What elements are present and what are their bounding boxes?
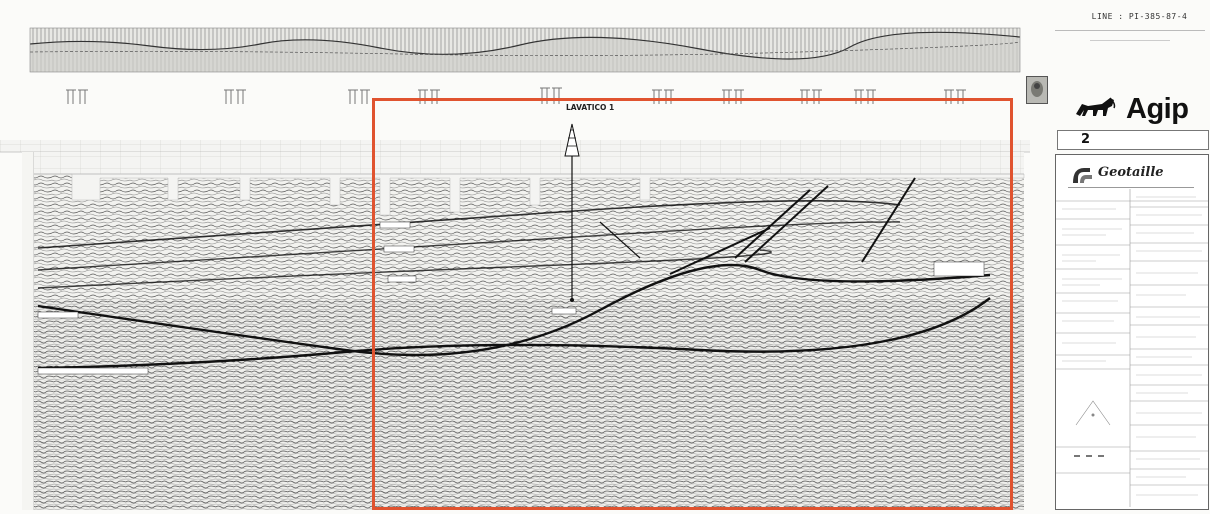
seismic-section	[0, 27, 1030, 510]
sheet-info-box: 2	[1057, 130, 1209, 150]
well-label: LAVATICO 1	[566, 103, 615, 112]
contractor-logo: Geotaille	[1068, 163, 1194, 188]
seismic-traces	[34, 152, 1025, 510]
title-block-grid	[1056, 189, 1208, 507]
highlight-box	[372, 98, 1013, 510]
contractor-emblem-icon	[1073, 168, 1092, 183]
contractor-logo-text: Geotaille	[1098, 165, 1164, 180]
line-info-row	[1055, 30, 1205, 35]
line-info-row	[1090, 40, 1170, 45]
company-logo-text: Agip	[1126, 93, 1189, 125]
sheet-number: 2	[1081, 132, 1091, 147]
stamp-icon	[1026, 76, 1048, 104]
well-symbol	[564, 123, 580, 302]
fault-lines	[599, 177, 916, 275]
line-title: LINE : PI-385-87-4	[1091, 12, 1188, 21]
horizon-lines	[37, 200, 991, 370]
horizon-tags	[37, 221, 985, 375]
elevation-profile	[29, 27, 1021, 73]
time-axis	[22, 152, 35, 510]
title-block: Geotaille	[1055, 154, 1209, 510]
shotpoint-markers	[66, 87, 966, 104]
six-legged-dog-icon	[1072, 94, 1118, 120]
